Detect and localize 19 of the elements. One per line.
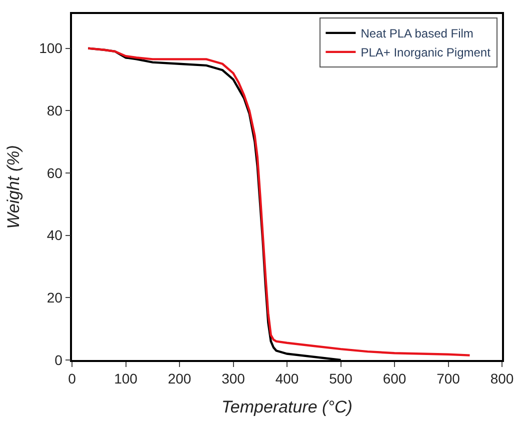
legend-label: PLA+ Inorganic Pigment xyxy=(360,46,492,60)
y-tick-label: 100 xyxy=(39,40,63,56)
x-tick-label: 0 xyxy=(68,370,76,387)
x-tick-label: 300 xyxy=(222,370,246,387)
x-tick-label: 400 xyxy=(275,370,299,387)
x-tick-label: 800 xyxy=(490,370,514,387)
x-tick-label: 100 xyxy=(114,370,138,387)
legend-label: Neat PLA based Film xyxy=(360,26,474,41)
x-tick-label: 600 xyxy=(382,370,406,387)
y-tick-label: 60 xyxy=(46,164,63,181)
y-axis-title: Weight (%) xyxy=(4,145,24,229)
y-tick-label: 0 xyxy=(54,352,63,368)
y-tick-label: 20 xyxy=(46,290,63,306)
x-tick-label: 700 xyxy=(436,370,460,387)
y-tick-label: 80 xyxy=(46,102,63,119)
y-tick-label: 40 xyxy=(46,227,63,244)
x-tick-label: 500 xyxy=(329,370,353,387)
x-tick-label: 200 xyxy=(168,370,192,387)
x-axis-title: Temperature (°C) xyxy=(222,397,352,416)
